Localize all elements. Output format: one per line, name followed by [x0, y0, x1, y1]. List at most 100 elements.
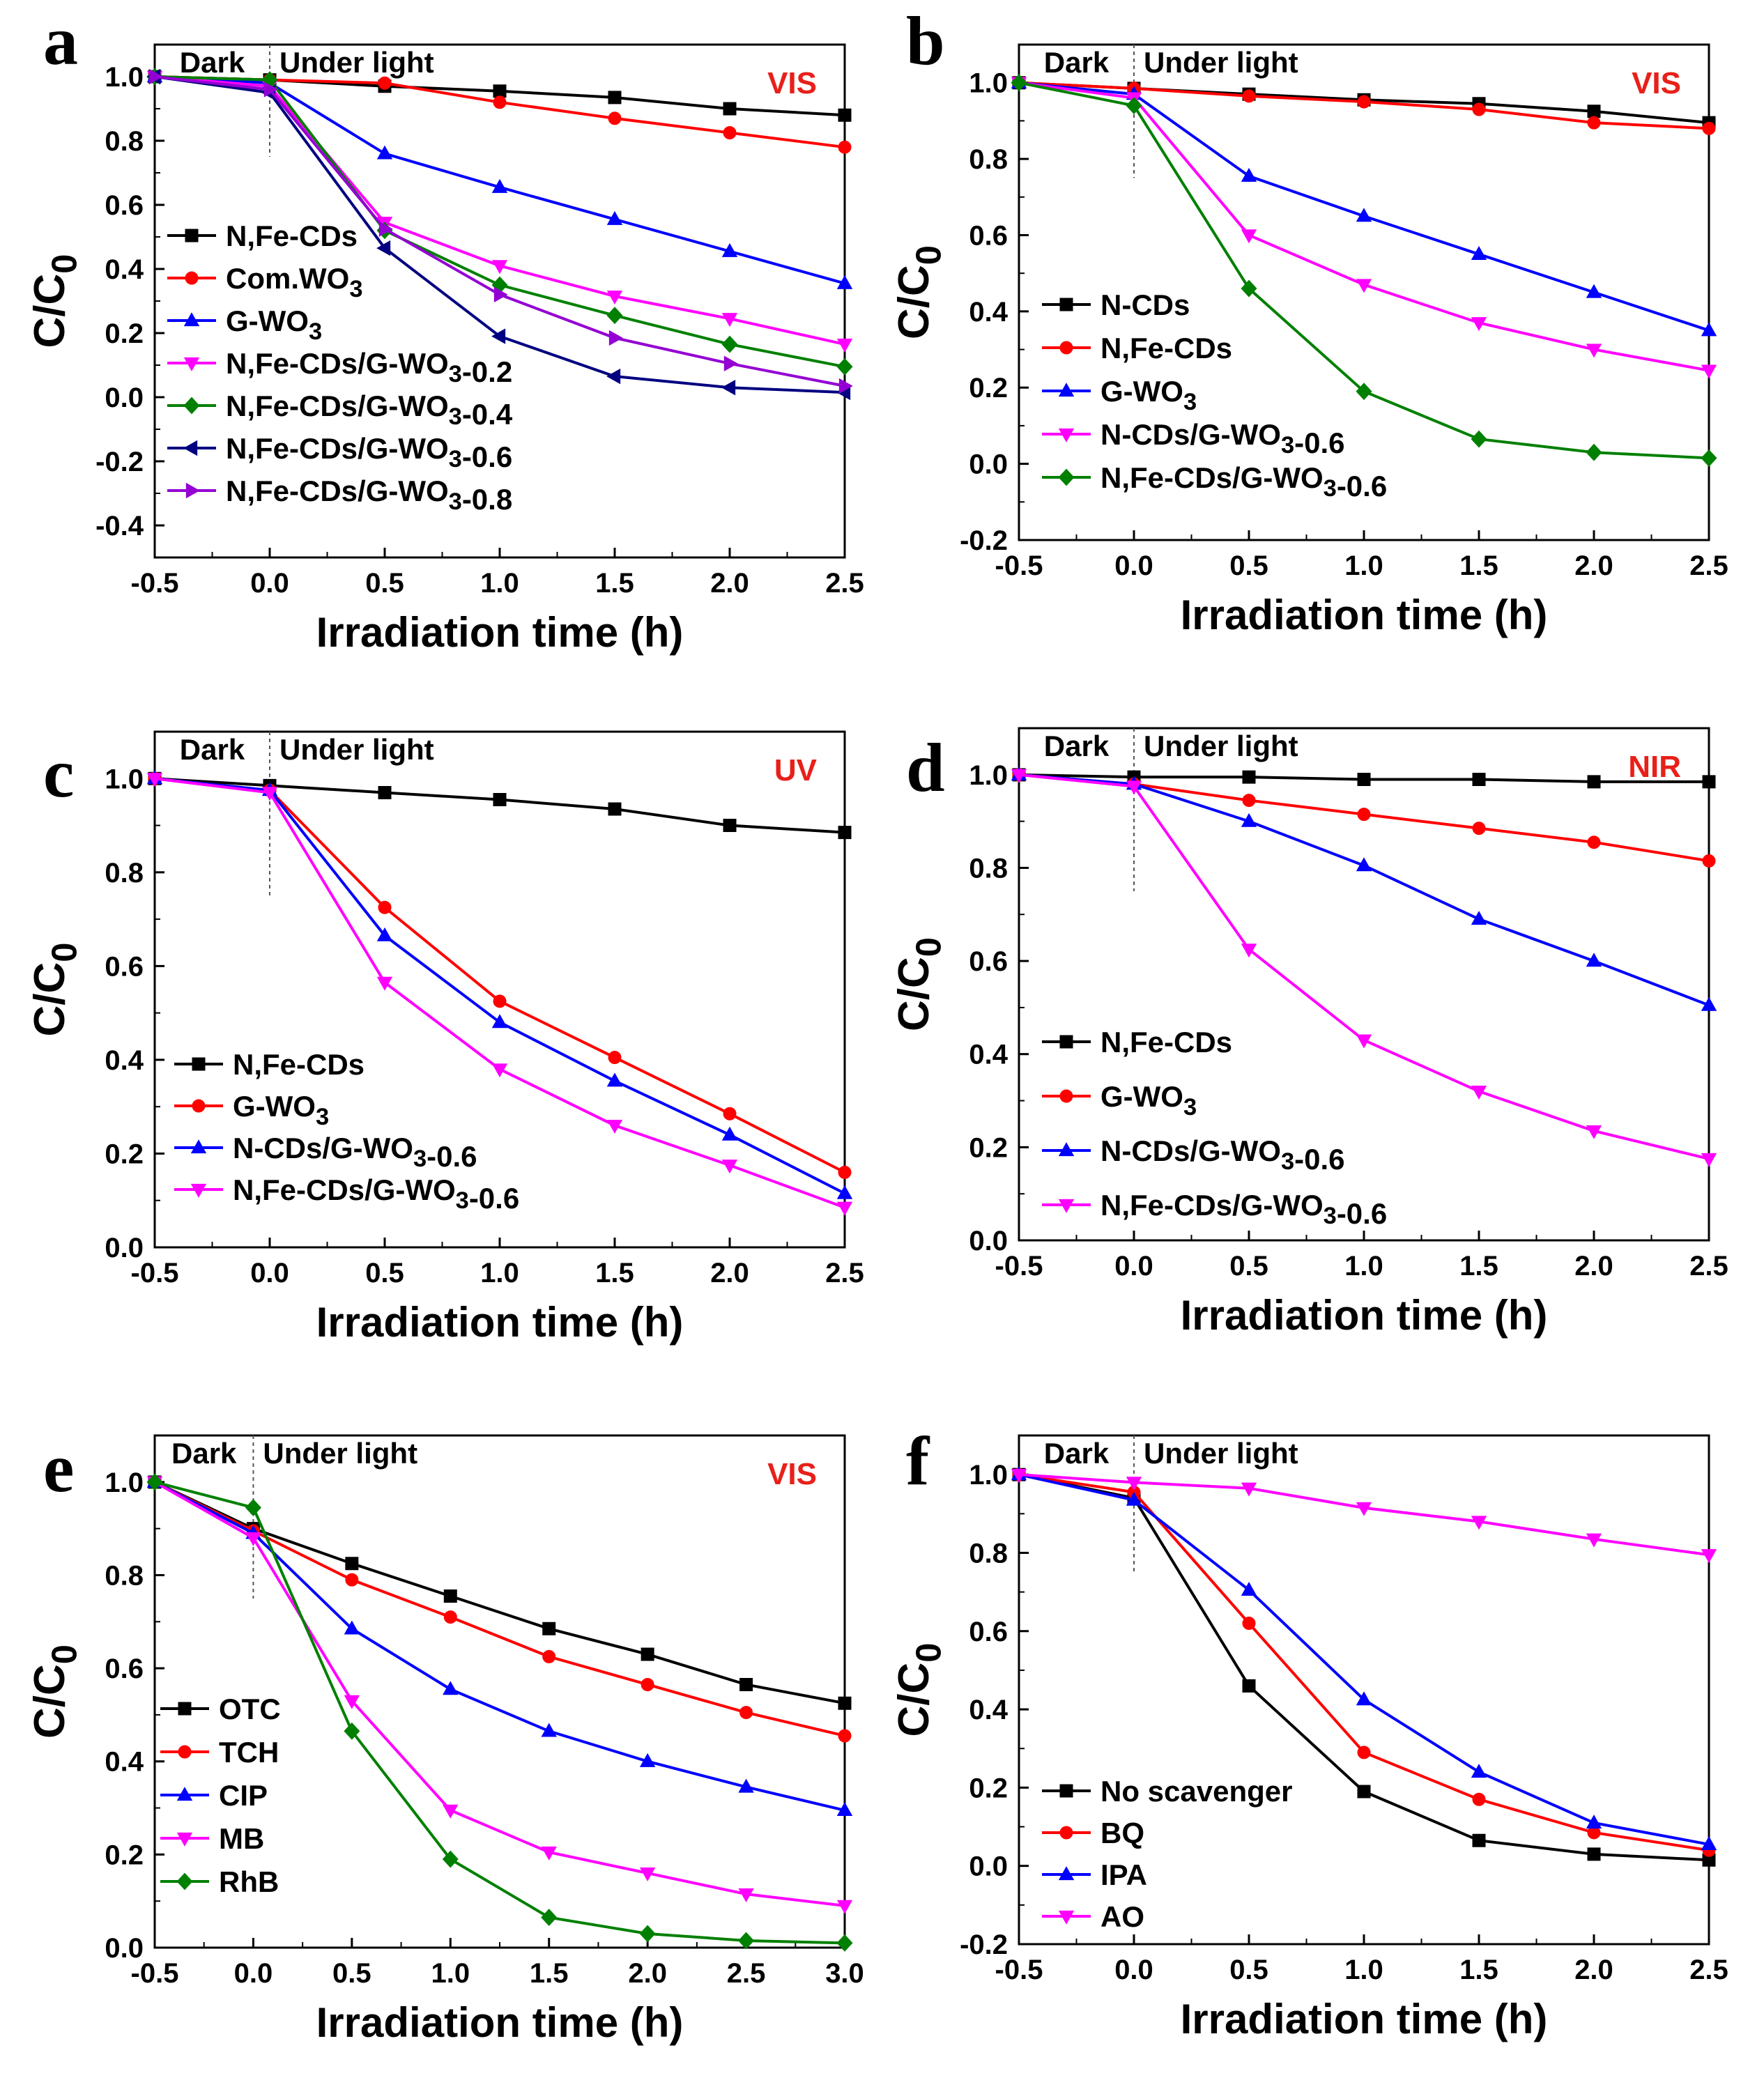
- y-tick-label: 0.2: [969, 1773, 1008, 1803]
- data-point: [1356, 857, 1372, 872]
- data-point: [1011, 1469, 1027, 1483]
- data-point: [146, 1473, 163, 1491]
- y-tick-label: 0.2: [105, 1139, 144, 1169]
- data-point: [1011, 74, 1027, 92]
- data-point: [378, 221, 393, 237]
- data-point: [606, 290, 623, 305]
- data-point: [1357, 95, 1371, 109]
- legend-label: No scavenger: [1100, 1775, 1292, 1808]
- x-tick-label: 1.5: [595, 568, 634, 599]
- legend-entry: BQ: [1042, 1817, 1144, 1849]
- data-point: [1356, 279, 1372, 293]
- data-point: [1126, 97, 1142, 114]
- legend-marker: [1059, 341, 1073, 355]
- data-point: [1126, 1477, 1142, 1491]
- data-point: [1357, 773, 1371, 786]
- legend-marker: [178, 1702, 192, 1716]
- legend-entry: N,Fe-CDs: [167, 220, 358, 252]
- y-tick-label: 0.4: [105, 1045, 144, 1076]
- data-point: [1241, 279, 1257, 298]
- data-point: [376, 145, 393, 160]
- data-point: [443, 1589, 457, 1603]
- legend-marker: [1058, 428, 1075, 442]
- legend-label: N,Fe-CDs: [226, 220, 358, 252]
- data-point: [344, 1722, 360, 1740]
- data-point: [639, 1867, 656, 1881]
- legend-label: AO: [1100, 1900, 1144, 1933]
- x-tick-label: 1.5: [595, 1258, 634, 1288]
- phase-label-under-light: Under light: [1144, 46, 1298, 79]
- data-point: [739, 1677, 753, 1691]
- data-point: [491, 260, 508, 275]
- x-tick-label: 0.0: [234, 1958, 273, 1989]
- y-tick-label: -0.2: [95, 447, 144, 477]
- data-point: [1472, 1792, 1486, 1806]
- data-point: [376, 240, 391, 256]
- data-point: [493, 84, 507, 98]
- phase-label-dark: Dark: [171, 1437, 237, 1470]
- data-point: [1586, 1533, 1602, 1548]
- data-point: [838, 108, 852, 122]
- data-point: [1241, 944, 1257, 958]
- data-point: [838, 1696, 852, 1710]
- series-no-scavenger: No scavenger: [1012, 1468, 1716, 1867]
- data-point: [345, 1557, 359, 1571]
- legend-entry: N,Fe-CDs/G-WO3-0.2: [167, 347, 512, 388]
- data-point: [491, 1063, 508, 1078]
- legend-label: MB: [219, 1822, 264, 1855]
- data-point: [723, 1107, 737, 1120]
- legend-label: G-WO3: [1100, 1080, 1197, 1120]
- x-tick-label: 3.0: [825, 1958, 864, 1989]
- data-point: [836, 1934, 853, 1952]
- y-tick-label: 1.0: [969, 1460, 1008, 1491]
- legend-entry: No scavenger: [1042, 1775, 1292, 1808]
- data-point: [608, 1051, 622, 1065]
- data-point: [491, 178, 508, 193]
- y-tick-label: 0.6: [969, 1617, 1008, 1647]
- x-axis-label: Irradiation time (h): [316, 609, 684, 656]
- phase-label-dark: Dark: [180, 46, 245, 79]
- data-point: [1126, 780, 1142, 795]
- x-tick-label: 0.0: [1114, 550, 1153, 581]
- data-point: [1357, 1746, 1371, 1759]
- data-point: [493, 286, 508, 303]
- legend-entry: N-CDs: [1042, 288, 1190, 321]
- legend-entry: RhB: [160, 1865, 279, 1898]
- data-point: [608, 111, 622, 125]
- x-tick-label: 1.5: [530, 1958, 569, 1989]
- y-tick-label: 0.8: [105, 126, 144, 157]
- data-point: [1357, 1785, 1371, 1799]
- y-tick-label: 1.0: [105, 764, 144, 794]
- legend-marker: [183, 396, 200, 415]
- legend-label: RhB: [219, 1865, 279, 1898]
- legend-label: N,Fe-CDs: [1100, 1026, 1232, 1058]
- panel-letter: c: [43, 734, 74, 812]
- data-point: [1471, 1516, 1487, 1530]
- x-tick-label: 1.5: [1459, 1251, 1498, 1281]
- legend-entry: G-WO3: [1042, 375, 1197, 415]
- data-point: [1701, 449, 1717, 467]
- series-n-fe-cds: N,Fe-CDs: [1012, 76, 1716, 364]
- data-point: [261, 787, 278, 801]
- x-axis-label: Irradiation time (h): [316, 1999, 684, 2046]
- y-tick-label: 0.0: [105, 1933, 144, 1964]
- y-axis-label-group: C/C0: [890, 245, 948, 339]
- data-point: [1586, 1815, 1602, 1829]
- panel-letter: b: [906, 2, 945, 79]
- data-point: [1472, 822, 1486, 835]
- y-tick-label: 0.4: [105, 1747, 144, 1778]
- light-source-label: VIS: [767, 1457, 817, 1491]
- legend-entry: N-CDs/G-WO3-0.6: [1042, 1134, 1345, 1176]
- phase-label-under-light: Under light: [263, 1437, 417, 1470]
- x-tick-label: -0.5: [995, 1955, 1043, 1985]
- y-tick-label: 0.6: [105, 1654, 144, 1684]
- phase-label-dark: Dark: [1044, 730, 1110, 762]
- legend-marker: [178, 1745, 192, 1759]
- data-point: [1242, 89, 1256, 103]
- data-point: [1471, 911, 1487, 925]
- legend-label: N,Fe-CDs: [233, 1048, 365, 1081]
- legend-entry: CIP: [160, 1779, 268, 1812]
- legend-marker: [1058, 1199, 1075, 1213]
- data-point: [1471, 1086, 1487, 1100]
- data-point: [345, 1573, 359, 1587]
